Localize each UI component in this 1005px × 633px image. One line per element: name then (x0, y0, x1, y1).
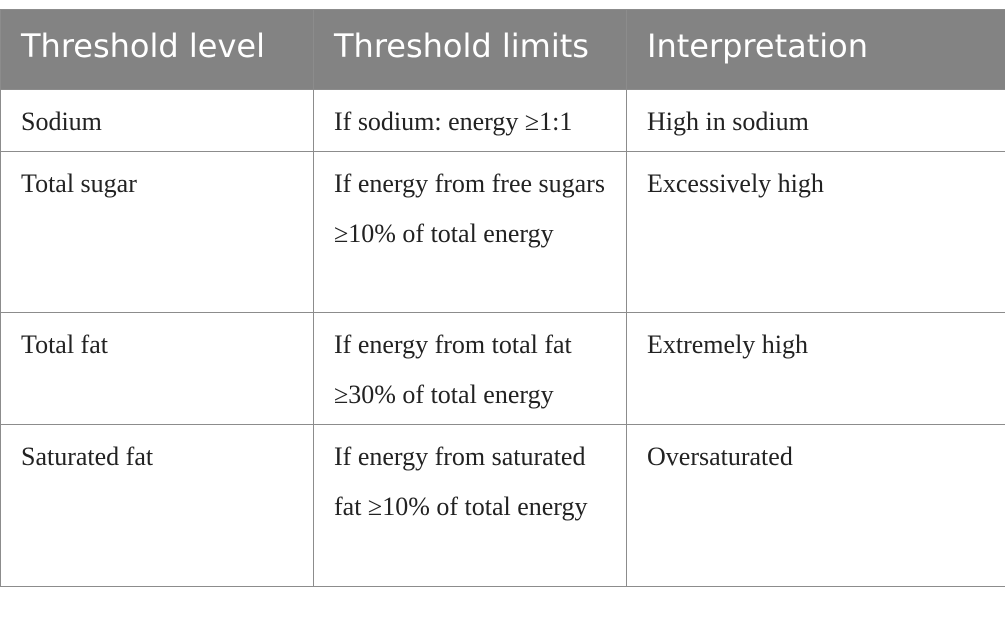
cell-interpretation: Excessively high (626, 151, 1005, 313)
table-row: Total fat If energy from total fat ≥30% … (0, 312, 1005, 425)
threshold-table: Threshold level Threshold limits Interpr… (0, 9, 1005, 587)
cell-threshold-level: Saturated fat (0, 424, 314, 587)
cell-threshold-level: Sodium (0, 89, 314, 152)
cell-threshold-level: Total sugar (0, 151, 314, 313)
cell-interpretation: Oversaturated (626, 424, 1005, 587)
cell-threshold-limits: If energy from total fat ≥30% of total e… (313, 312, 627, 425)
table-row: Total sugar If energy from free sugars ≥… (0, 151, 1005, 313)
cell-interpretation: High in sodium (626, 89, 1005, 152)
table-row: Saturated fat If energy from saturated f… (0, 424, 1005, 587)
cell-interpretation: Extremely high (626, 312, 1005, 425)
header-threshold-limits: Threshold limits (313, 9, 627, 90)
cell-threshold-limits: If sodium: energy ≥1:1 (313, 89, 627, 152)
cell-threshold-level: Total fat (0, 312, 314, 425)
table-body: Sodium If sodium: energy ≥1:1 High in so… (0, 89, 1005, 587)
header-threshold-level: Threshold level (0, 9, 314, 90)
header-interpretation: Interpretation (626, 9, 1005, 90)
cell-threshold-limits: If energy from saturated fat ≥10% of tot… (313, 424, 627, 587)
cell-threshold-limits: If energy from free sugars ≥10% of total… (313, 151, 627, 313)
table-header: Threshold level Threshold limits Interpr… (0, 9, 1005, 90)
table-row: Sodium If sodium: energy ≥1:1 High in so… (0, 89, 1005, 152)
header-row: Threshold level Threshold limits Interpr… (0, 9, 1005, 90)
